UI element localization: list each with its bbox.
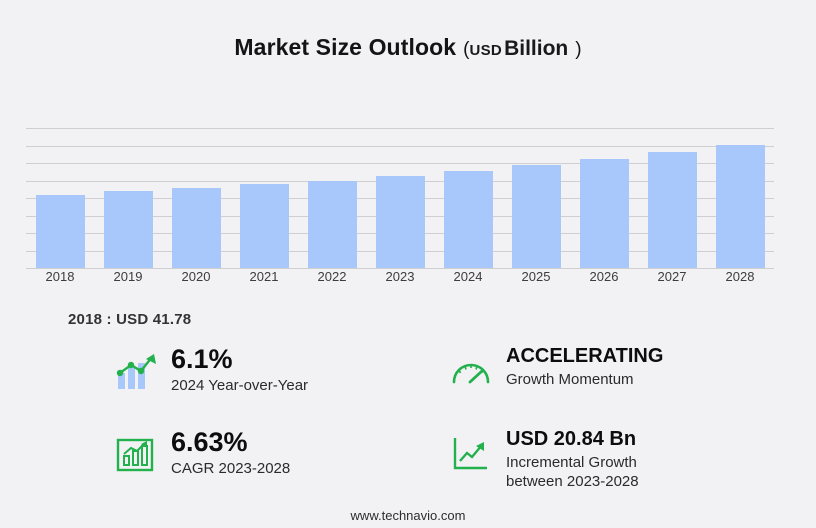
chart-x-axis: 2018 2019 2020 2021 2022 2023 2024 2025 2026 2027…: [26, 269, 774, 284]
gridline: [26, 268, 774, 269]
metric-label: CAGR 2023-2028: [171, 460, 291, 478]
base-year-value: 2018 : USD 41.78: [68, 311, 192, 328]
x-axis-label-2028: 2028: [725, 269, 755, 284]
metric-text: 6.63% CAGR 2023-2028: [171, 427, 291, 478]
bar-2019[interactable]: [103, 191, 153, 268]
bar-slot: [706, 128, 774, 268]
bar-2028[interactable]: [715, 145, 765, 268]
speedometer-icon: [448, 349, 494, 393]
gridline: [26, 128, 774, 129]
metric-text: USD 20.84 Bn Incremental Growth between …: [506, 428, 639, 491]
metric-value: 6.63%: [171, 427, 248, 457]
metric-value: ACCELERATING: [506, 345, 664, 367]
title-close-paren: ): [575, 39, 582, 60]
title-open-paren: (: [463, 39, 470, 60]
bar-2026[interactable]: [579, 159, 629, 268]
metric-label-line1: Incremental Growth: [506, 454, 637, 471]
metric-value: USD 20.84 Bn: [506, 428, 637, 450]
bar-slot: [570, 128, 638, 268]
bar-2024[interactable]: [443, 171, 493, 268]
source-website: www.technavio.com: [350, 508, 466, 523]
metric-year-over-year: 6.1% 2024 Year-over-Year: [113, 344, 309, 395]
bar-2018[interactable]: [35, 195, 85, 268]
x-axis-label-2024: 2024: [453, 269, 483, 284]
bar-chart: [26, 128, 774, 269]
bar-slot: [162, 128, 230, 268]
bar-2023[interactable]: [375, 176, 425, 268]
metric-value: 6.1%: [171, 344, 233, 374]
metrics-grid: 6.1% 2024 Year-over-Year ACCELERATING: [0, 340, 816, 500]
metric-incremental-growth: USD 20.84 Bn Incremental Growth between …: [448, 428, 639, 491]
title-unit-billion: Billion: [504, 37, 569, 60]
metric-label: 2024 Year-over-Year: [171, 377, 309, 395]
metric-text: ACCELERATING Growth Momentum: [506, 345, 663, 389]
bar-slot: [502, 128, 570, 268]
bar-slot: [94, 128, 162, 268]
metric-label-line2: between 2023-2028: [506, 473, 639, 491]
bar-slot: [230, 128, 298, 268]
metric-label: Growth Momentum: [506, 371, 634, 388]
bar-slot: [434, 128, 502, 268]
bar-slot: [638, 128, 706, 268]
x-axis-label-2018: 2018: [45, 269, 75, 284]
title-unit-usd: USD: [469, 42, 503, 59]
x-axis-label-2027: 2027: [657, 269, 687, 284]
x-axis-label-2020: 2020: [181, 269, 211, 284]
bar-slot: [366, 128, 434, 268]
bar-slot: [298, 128, 366, 268]
gridline: [26, 146, 774, 147]
bar-slot: [26, 128, 94, 268]
bar-2027[interactable]: [647, 152, 697, 268]
bar-2020[interactable]: [171, 188, 221, 268]
bar-2021[interactable]: [239, 184, 289, 268]
x-axis-label-2026: 2026: [589, 269, 619, 284]
page-title-text: Market Size Outlook: [234, 34, 457, 60]
page-title: Market Size Outlook (USDBillion): [0, 34, 816, 61]
bar-2022[interactable]: [307, 181, 357, 268]
x-axis-label-2022: 2022: [317, 269, 347, 284]
trend-arrow-icon: [448, 432, 494, 476]
x-axis-label-2023: 2023: [385, 269, 415, 284]
bar-chart-arrow-icon: [113, 432, 159, 476]
x-axis-label-2021: 2021: [249, 269, 279, 284]
metric-growth-momentum: ACCELERATING Growth Momentum: [448, 345, 663, 393]
metric-text: 6.1% 2024 Year-over-Year: [171, 344, 309, 395]
chart-bars: [26, 128, 774, 268]
x-axis-label-2019: 2019: [113, 269, 143, 284]
x-axis-label-2025: 2025: [521, 269, 551, 284]
bar-2025[interactable]: [511, 165, 561, 268]
gridline: [26, 163, 774, 164]
growth-line-bars-icon: [113, 349, 159, 393]
metric-cagr: 6.63% CAGR 2023-2028: [113, 427, 291, 478]
